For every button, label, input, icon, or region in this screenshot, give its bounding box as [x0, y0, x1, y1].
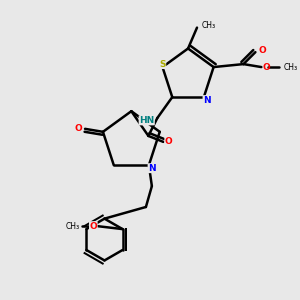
- Text: S: S: [159, 60, 166, 69]
- Text: N: N: [148, 164, 156, 173]
- Text: CH₃: CH₃: [65, 222, 79, 231]
- Text: O: O: [89, 222, 97, 231]
- Text: CH₃: CH₃: [202, 21, 216, 30]
- Text: HN: HN: [139, 116, 154, 125]
- Text: O: O: [75, 124, 83, 133]
- Text: O: O: [263, 63, 271, 72]
- Text: CH₃: CH₃: [283, 63, 297, 72]
- Text: N: N: [203, 96, 211, 105]
- Text: O: O: [165, 137, 172, 146]
- Text: O: O: [258, 46, 266, 55]
